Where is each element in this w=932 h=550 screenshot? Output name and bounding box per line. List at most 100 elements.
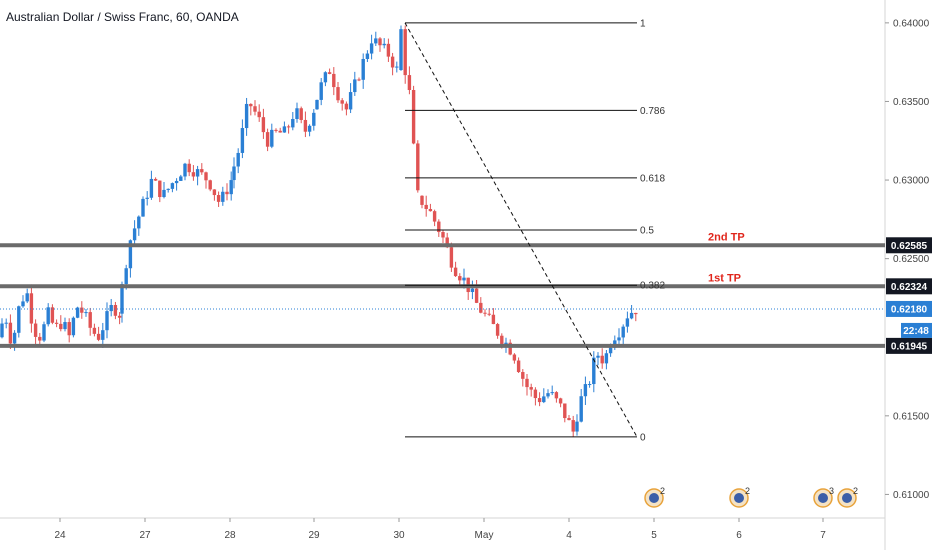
fib-level-label: 0.382 — [640, 281, 665, 292]
candle-body — [390, 56, 395, 68]
candle-body — [46, 307, 50, 325]
x-tick-label: 30 — [393, 530, 405, 541]
y-tick-label: 0.63000 — [893, 176, 930, 187]
candle-body — [204, 172, 208, 181]
event-count: 2 — [660, 486, 665, 496]
candle-body — [403, 29, 407, 76]
candle-body — [96, 333, 101, 340]
candle-body — [600, 355, 604, 364]
candle-body — [445, 237, 449, 248]
fib-level-label: 1 — [640, 18, 646, 29]
current-price-badge: 0.62180 — [891, 304, 928, 315]
candle-body — [195, 169, 200, 177]
event-marker[interactable]: 2 — [644, 486, 665, 508]
candle-body — [340, 100, 344, 104]
candle-body — [479, 302, 483, 313]
candle-body — [420, 195, 424, 205]
event-flag-icon-inner — [818, 493, 828, 503]
candle-body — [374, 38, 378, 44]
candle-body — [92, 327, 97, 334]
candle-body — [550, 392, 554, 394]
candle-body — [483, 312, 487, 314]
event-marker[interactable]: 2 — [837, 486, 858, 508]
candle-body — [113, 305, 118, 316]
candle-body — [399, 29, 403, 71]
level-price-badge-bg — [886, 237, 932, 254]
event-count: 3 — [829, 486, 834, 496]
fib-trend-line[interactable] — [404, 22, 638, 438]
candle-body — [608, 347, 613, 354]
candle-body — [153, 178, 158, 181]
level-price-badge: 0.62324 — [891, 282, 928, 293]
candle-body — [587, 384, 592, 386]
levels-layer — [0, 243, 885, 348]
candle-body — [604, 353, 609, 364]
candle-body — [109, 305, 113, 312]
candle-body — [563, 403, 567, 419]
candle-body — [270, 129, 274, 147]
candle-body — [596, 355, 600, 358]
event-count: 2 — [853, 486, 858, 496]
candle-body — [158, 180, 162, 198]
candle-body — [274, 129, 278, 131]
candle-body — [307, 125, 312, 132]
candle-body — [395, 66, 399, 68]
candle-body — [525, 378, 529, 388]
candle-body — [575, 421, 579, 432]
candle-body — [124, 268, 128, 285]
fib-level-label: 0.618 — [640, 173, 665, 184]
candle-body — [579, 396, 583, 422]
candle-body — [348, 92, 353, 110]
candle-body — [221, 191, 225, 202]
candle-body — [63, 322, 67, 330]
candle-body — [369, 43, 374, 54]
candle-body — [407, 75, 412, 91]
candle-body — [216, 195, 221, 202]
candle-body — [332, 73, 336, 88]
events-layer: 2 2 3 2 — [644, 486, 858, 508]
y-tick-label: 0.62500 — [893, 254, 930, 265]
candle-body — [145, 197, 149, 199]
x-tick-label: 29 — [308, 530, 320, 541]
candle-body — [542, 396, 546, 403]
fib-level-label: 0 — [640, 432, 646, 443]
event-flag-icon-inner — [649, 493, 659, 503]
candle-body — [617, 337, 621, 341]
candle-body — [12, 332, 17, 344]
candle-body — [17, 306, 21, 333]
candle-body — [365, 53, 370, 59]
fib-level-label: 0.786 — [640, 106, 665, 117]
candle-body — [634, 312, 638, 315]
chart-title: Australian Dollar / Swiss Franc, 60, OAN… — [6, 10, 239, 24]
candle-body — [278, 130, 282, 133]
candle-body — [312, 112, 316, 126]
candle-body — [0, 323, 4, 338]
candle-body — [286, 126, 291, 128]
candle-body — [38, 336, 42, 341]
event-marker[interactable]: 3 — [813, 486, 834, 508]
candle-body — [428, 208, 433, 212]
candle-body — [516, 360, 521, 373]
candle-body — [353, 79, 357, 93]
candle-body — [42, 324, 46, 341]
candle-body — [117, 315, 122, 318]
candle-body — [229, 180, 233, 195]
candle-body — [200, 169, 204, 173]
candle-body — [291, 118, 295, 128]
candle-body — [4, 322, 8, 324]
candle-body — [382, 43, 386, 46]
candle-body — [174, 180, 179, 184]
candle-body — [303, 119, 308, 132]
event-flag-icon-inner — [842, 493, 852, 503]
candle-body — [437, 221, 441, 233]
candle-body — [21, 301, 25, 307]
candle-body — [537, 398, 542, 403]
candle-body — [592, 357, 596, 385]
candle-body — [88, 312, 92, 328]
candle-body — [166, 188, 170, 190]
candle-body — [261, 117, 266, 133]
candle-body — [424, 204, 428, 209]
candle-body — [101, 330, 105, 340]
event-marker[interactable]: 2 — [729, 486, 750, 508]
